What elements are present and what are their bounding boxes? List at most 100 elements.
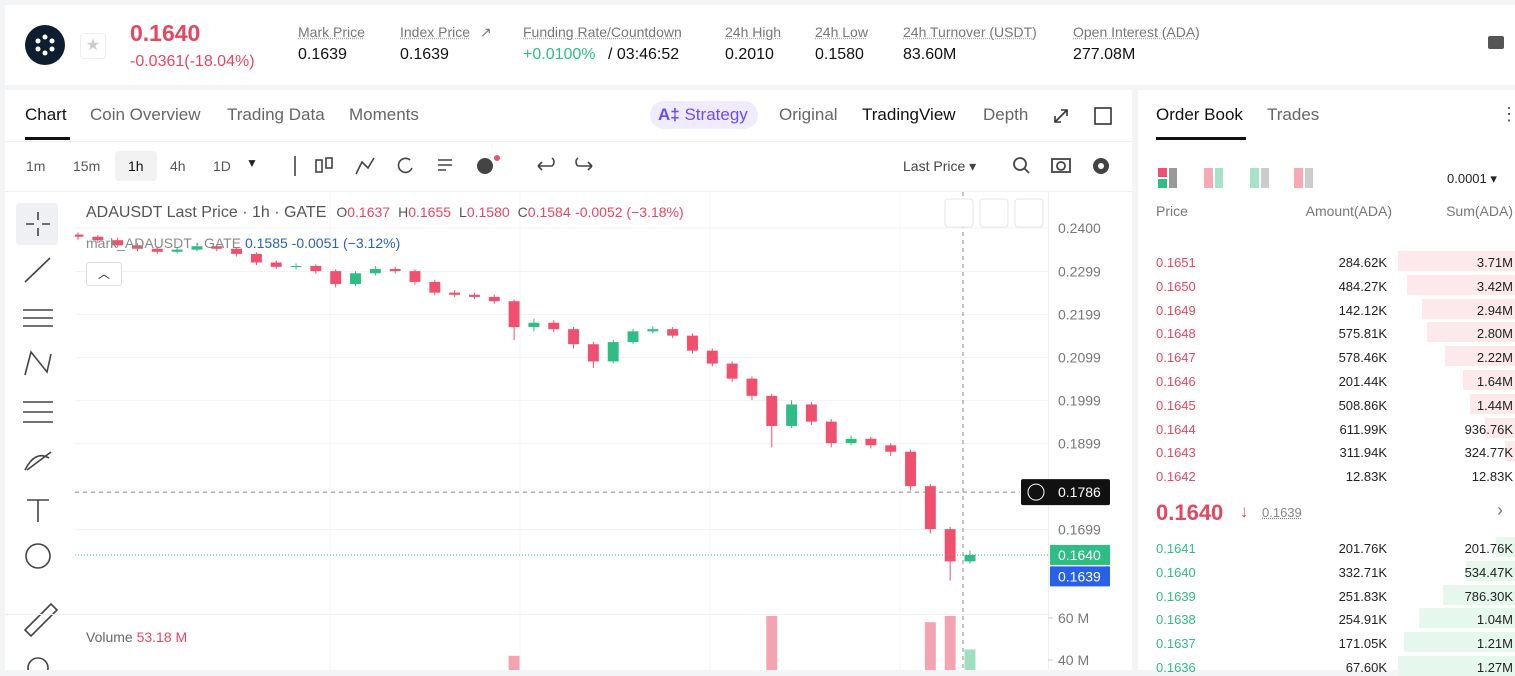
chart-button (980, 199, 1008, 227)
candle-body (687, 336, 698, 351)
candle-body (846, 439, 857, 443)
candle-body (945, 529, 956, 561)
ob-header: Sum(ADA) (1446, 203, 1513, 219)
candle-body (965, 555, 976, 561)
volume-bar (509, 656, 520, 670)
candle-body (806, 404, 817, 421)
ob-price: 0.1636 (1156, 660, 1196, 675)
mark-title: mark_ADAUSDT · GATE (86, 235, 241, 251)
header-icon (1488, 36, 1504, 49)
candle-body (410, 271, 421, 282)
tab[interactable]: Coin Overview (90, 105, 201, 125)
ob-price: 0.1645 (1156, 398, 1196, 413)
ob-amount: 508.86K (1339, 398, 1387, 413)
ob-sum: 3.71M (1477, 255, 1513, 270)
interval[interactable]: 1h (128, 158, 144, 174)
candle-body (647, 329, 658, 331)
stat-value: 0.1639 (298, 46, 347, 64)
mid-arrow: ↓ (1240, 502, 1249, 522)
ob-price: 0.1643 (1156, 445, 1196, 460)
candle-body (568, 329, 579, 344)
stat-value: 0.2010 (725, 46, 774, 64)
ob-amount: 311.94K (1340, 445, 1387, 460)
view-option[interactable]: Original (779, 105, 838, 125)
candle-body (330, 271, 341, 284)
ob-sum: 1.64M (1477, 374, 1513, 389)
mid-chevron: › (1497, 500, 1503, 521)
ob-menu: ⋮ (1500, 104, 1515, 125)
candles (73, 232, 976, 670)
interval[interactable]: 15m (73, 158, 100, 174)
ohlc-value: 0.1580 (467, 204, 510, 220)
candle-body (271, 263, 282, 267)
ob-header: Amount(ADA) (1306, 203, 1392, 219)
ob-sum: 12.83K (1472, 469, 1513, 484)
y-tick-label: 0.1999 (1058, 393, 1101, 409)
last-price-label: 0.1640 (1058, 547, 1101, 563)
collapse-button[interactable]: ︿ (86, 262, 122, 286)
view-option[interactable]: Depth (983, 105, 1028, 125)
volume-bar (925, 622, 936, 670)
view-option[interactable]: TradingView (862, 105, 956, 125)
stat-label: 24h Turnover (USDT) (903, 24, 1037, 40)
candle-body (291, 266, 302, 267)
interval[interactable]: 1m (26, 158, 45, 174)
tab[interactable]: Moments (349, 105, 419, 125)
ob-amount: 484.27K (1339, 279, 1387, 294)
ob-amount: 284.62K (1339, 255, 1387, 270)
tab[interactable]: Trading Data (227, 105, 325, 125)
volume-tick-label: 40 M (1058, 652, 1089, 668)
candle-body (865, 439, 876, 445)
y-tick-label: 0.2400 (1058, 220, 1101, 236)
legend-change: -0.0052 (−3.18%) (575, 204, 684, 220)
ohlc-value: 0.1655 (408, 204, 451, 220)
candle-body (628, 331, 639, 342)
ob-tab[interactable]: Trades (1267, 105, 1319, 125)
y-tick-label: 0.1699 (1058, 522, 1101, 538)
ob-price: 0.1648 (1156, 326, 1196, 341)
interval[interactable]: 1D (213, 158, 231, 174)
candle-body (509, 301, 520, 327)
mark-legend: mark_ADAUSDT · GATE 0.1585 -0.0051 (−3.1… (86, 235, 400, 251)
ob-amount: 611.99K (1340, 422, 1387, 437)
ob-sum: 936.76K (1465, 422, 1513, 437)
ob-sum: 3.42M (1477, 279, 1513, 294)
ob-amount: 254.91K (1339, 612, 1387, 627)
ob-sum: 324.77K (1465, 445, 1513, 460)
ob-price: 0.1647 (1156, 350, 1196, 365)
candle-body (73, 235, 84, 237)
ob-header: Price (1156, 203, 1188, 219)
candle-body (390, 269, 401, 271)
volume-label: Volume (86, 629, 133, 645)
volume-bar (945, 616, 956, 670)
stat-label: 24h High (725, 24, 781, 40)
ob-price: 0.1651 (1156, 255, 1196, 270)
precision[interactable]: 0.0001 ▾ (1447, 171, 1497, 187)
crosshair-label: 0.1786 (1058, 484, 1101, 500)
ob-amount: 578.46K (1339, 350, 1387, 365)
stat-label: Mark Price (298, 24, 365, 40)
interval[interactable]: 4h (170, 158, 186, 174)
ob-price: 0.1644 (1156, 422, 1196, 437)
mark-value: 0.1585 (245, 235, 288, 251)
stat-label: 24h Low (815, 24, 868, 40)
precision-value[interactable]: 0.0001 (1447, 171, 1487, 186)
ob-amount: 251.83K (1339, 589, 1387, 604)
candle-body (350, 273, 361, 284)
tab[interactable]: Chart (25, 105, 67, 125)
ob-amount: 201.44K (1339, 374, 1387, 389)
ob-price: 0.1638 (1156, 612, 1196, 627)
y-tick-label: 0.2299 (1058, 264, 1101, 280)
ob-price: 0.1649 (1156, 303, 1196, 318)
volume-legend: Volume 53.18 M (86, 629, 187, 645)
stat-value: 83.60M (903, 46, 956, 64)
ob-price: 0.1639 (1156, 589, 1196, 604)
ob-amount: 171.05K (1339, 636, 1387, 651)
stat-label: Open Interest (ADA) (1073, 24, 1200, 40)
stat-value: 0.1580 (815, 46, 864, 64)
ob-tab[interactable]: Order Book (1156, 105, 1243, 125)
ob-price: 0.1642 (1156, 469, 1196, 484)
legend-title: ADAUSDT Last Price · 1h · GATE (86, 204, 326, 221)
ob-price: 0.1637 (1156, 636, 1196, 651)
